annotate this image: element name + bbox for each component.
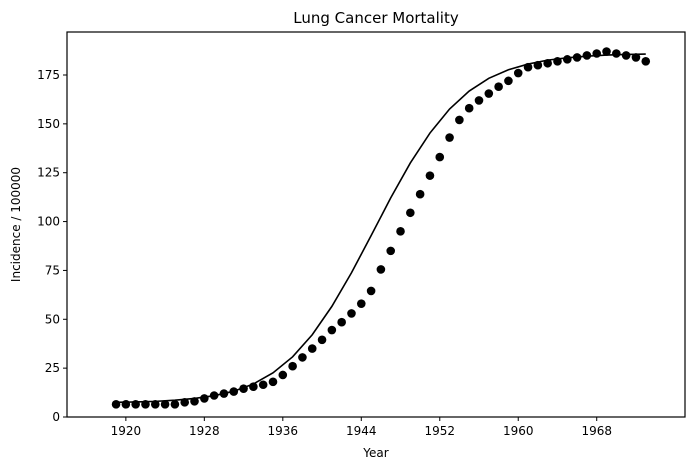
x-tick-label: 1952 (424, 424, 455, 438)
data-point (317, 335, 327, 345)
data-point (425, 171, 435, 180)
plot-area (111, 47, 651, 409)
data-point (582, 51, 592, 60)
plot-frame (66, 31, 686, 418)
data-point (386, 246, 396, 256)
data-point (366, 286, 376, 296)
data-point (229, 387, 239, 396)
data-point (160, 400, 170, 409)
data-point (415, 189, 425, 199)
data-point (562, 55, 572, 64)
data-point (121, 400, 131, 409)
data-point (239, 384, 248, 393)
data-point (612, 49, 621, 58)
y-tick-label: 150 (37, 117, 60, 131)
data-point (180, 398, 190, 407)
x-tick-label: 1944 (346, 424, 377, 438)
chart-title: Lung Cancer Mortality (293, 9, 459, 27)
data-point (288, 361, 297, 371)
y-tick-label: 25 (45, 361, 60, 375)
fit-curve (116, 53, 646, 404)
data-point (396, 227, 405, 236)
x-axis-label: Year (362, 446, 388, 460)
data-point (533, 60, 543, 70)
data-point (631, 53, 641, 62)
data-point (523, 62, 533, 72)
data-point (474, 96, 484, 105)
data-point (268, 377, 278, 387)
y-tick-label: 100 (37, 215, 60, 229)
data-point (170, 400, 180, 409)
data-point (455, 115, 464, 125)
data-point (406, 208, 415, 218)
x-tick-label: 1968 (581, 424, 612, 438)
data-point (327, 325, 337, 335)
data-point (190, 397, 199, 406)
y-tick-label: 75 (45, 263, 60, 277)
data-point (111, 400, 121, 409)
data-point (543, 58, 552, 68)
data-point (307, 344, 317, 353)
data-point (219, 389, 229, 398)
data-point (513, 68, 523, 78)
data-point (249, 382, 258, 392)
data-point (484, 89, 494, 98)
data-point (435, 152, 445, 162)
data-point (278, 370, 288, 380)
data-point (298, 353, 307, 362)
data-point (337, 317, 346, 327)
x-tick-label: 1920 (111, 424, 142, 438)
data-point (602, 47, 611, 56)
data-point (131, 400, 140, 409)
x-axis: 1920 1928 1936 1944 1952 1960 1968 (111, 417, 612, 438)
data-point (258, 380, 268, 390)
y-tick-label: 175 (37, 68, 60, 82)
data-point (553, 57, 562, 66)
data-point (641, 57, 651, 66)
data-point (200, 394, 209, 403)
data-point (504, 76, 513, 86)
x-tick-label: 1928 (189, 424, 220, 438)
x-tick-label: 1936 (268, 424, 299, 438)
data-point (376, 265, 386, 274)
data-point (150, 400, 160, 409)
data-point (209, 391, 219, 400)
data-point (356, 299, 366, 308)
data-point (141, 400, 150, 409)
data-point (592, 49, 602, 58)
data-point (445, 133, 454, 142)
y-tick-label: 0 (52, 410, 60, 424)
data-point (464, 103, 474, 113)
data-point (572, 53, 582, 62)
data-point (347, 309, 356, 318)
y-tick-label: 50 (45, 312, 60, 326)
x-tick-label: 1960 (503, 424, 534, 438)
data-point (621, 51, 631, 60)
data-point (494, 82, 503, 92)
y-tick-label: 125 (37, 166, 60, 180)
y-axis-label: Incidence / 100000 (9, 167, 23, 282)
y-axis: 0 25 50 75 100 125 150 175 (37, 68, 67, 424)
